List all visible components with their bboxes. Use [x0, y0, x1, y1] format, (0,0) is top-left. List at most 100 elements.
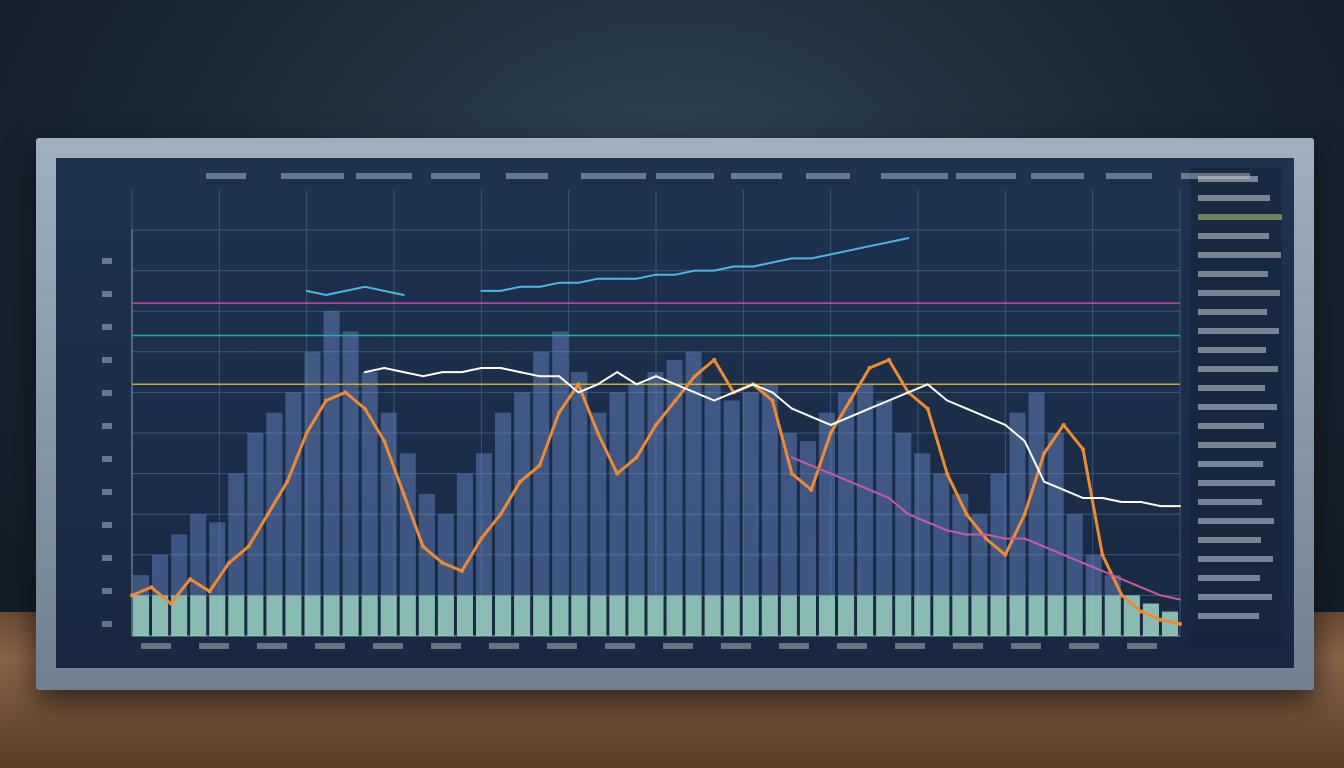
data-point — [596, 277, 599, 280]
data-point — [343, 390, 348, 395]
side-panel-text-line — [1198, 404, 1277, 410]
data-point — [1061, 422, 1066, 427]
data-point — [538, 375, 541, 378]
bar — [1028, 392, 1045, 636]
bar — [685, 351, 702, 636]
bar — [780, 433, 797, 636]
bar-base — [761, 595, 778, 636]
bar-base — [456, 595, 473, 636]
data-point — [635, 383, 638, 386]
data-point — [402, 293, 405, 296]
y-tick-label — [102, 555, 112, 561]
data-point — [965, 407, 968, 410]
data-point — [285, 479, 290, 484]
bar-base — [952, 595, 969, 636]
data-point — [363, 285, 366, 288]
bar-base — [647, 595, 664, 636]
data-point — [130, 593, 134, 598]
bar — [742, 392, 759, 636]
data-point — [868, 488, 871, 491]
y-tick-label — [102, 489, 112, 495]
data-point — [1179, 598, 1181, 601]
side-panel-text-line — [1198, 176, 1258, 182]
side-panel-text-line — [1198, 195, 1270, 201]
bar-base — [533, 595, 550, 636]
data-point — [1081, 561, 1084, 564]
bar-base — [342, 595, 359, 636]
side-panel-text-line — [1198, 442, 1276, 448]
data-point — [519, 371, 522, 374]
bar — [361, 372, 378, 636]
data-point — [829, 472, 832, 475]
data-point — [945, 471, 950, 476]
data-point — [673, 398, 678, 403]
data-point — [498, 512, 503, 517]
data-point — [1120, 578, 1123, 581]
bar-base — [266, 595, 283, 636]
data-point — [868, 407, 871, 410]
data-point — [713, 269, 716, 272]
bar-base — [685, 595, 702, 636]
data-point — [537, 463, 542, 468]
side-panel-text-line — [1198, 290, 1280, 296]
y-tick-label — [102, 522, 112, 528]
bar-base — [437, 595, 454, 636]
bar-base — [723, 595, 740, 636]
data-point — [595, 431, 600, 435]
data-point — [324, 398, 329, 403]
data-point — [1119, 593, 1124, 598]
data-point — [752, 383, 755, 386]
data-point — [926, 521, 929, 524]
bar-base — [1028, 595, 1045, 636]
header-text-line — [956, 173, 1016, 179]
data-point — [519, 285, 522, 288]
header-text-line — [731, 173, 782, 179]
data-point — [752, 265, 755, 268]
data-point — [693, 391, 696, 394]
x-tick-label — [953, 643, 983, 649]
y-tick-label — [102, 588, 112, 594]
series-line — [306, 237, 909, 296]
data-point — [1178, 621, 1182, 626]
bar-base — [1161, 611, 1178, 636]
bar-base — [571, 595, 588, 636]
data-point — [907, 237, 910, 240]
y-tick-label — [102, 324, 112, 330]
data-point — [964, 512, 969, 517]
data-point — [946, 399, 949, 402]
data-point — [596, 383, 599, 386]
data-point — [1004, 423, 1007, 426]
data-point — [1043, 480, 1046, 483]
data-point — [246, 544, 251, 549]
data-point — [401, 491, 406, 496]
bar — [647, 372, 664, 636]
data-point — [849, 480, 852, 483]
bar-base — [209, 595, 226, 636]
x-tick-label — [779, 643, 809, 649]
data-point — [732, 391, 735, 394]
data-point — [868, 245, 871, 248]
header-text-line — [506, 173, 548, 179]
bar-base — [818, 595, 836, 636]
bar-base — [285, 595, 302, 636]
bar-base — [475, 595, 493, 636]
bar-base — [895, 595, 912, 636]
data-point — [984, 533, 987, 536]
side-panel-text-line — [1198, 575, 1260, 581]
data-point — [480, 367, 483, 370]
data-point — [382, 439, 387, 444]
bar-base — [666, 595, 683, 636]
header-text-line — [1031, 173, 1084, 179]
data-point — [771, 261, 774, 264]
data-point — [713, 399, 716, 402]
bar — [514, 392, 531, 636]
bar — [266, 412, 283, 636]
data-point — [556, 410, 561, 415]
x-tick-label — [663, 643, 693, 649]
data-point — [615, 471, 620, 476]
data-point — [790, 407, 793, 410]
data-point — [828, 431, 833, 435]
data-point — [887, 399, 890, 402]
bar-base — [552, 595, 569, 636]
data-point — [693, 269, 696, 272]
